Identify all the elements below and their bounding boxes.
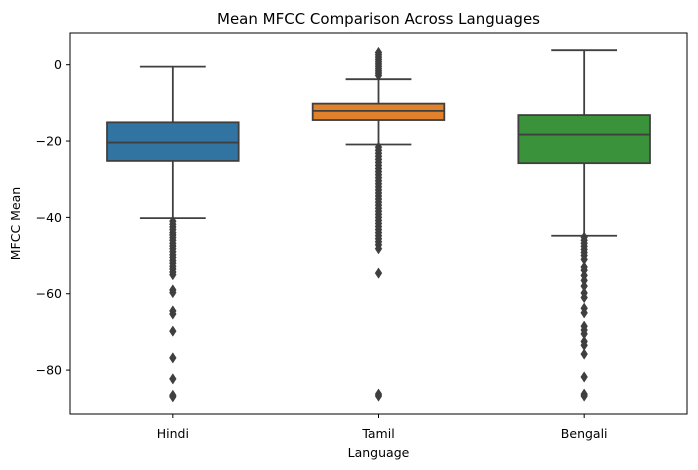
outlier-point: [580, 390, 588, 402]
x-tick-label: Bengali: [561, 426, 608, 441]
outlier-point: [169, 325, 177, 337]
x-tick-label: Tamil: [361, 426, 394, 441]
chart-title: Mean MFCC Comparison Across Languages: [217, 10, 540, 28]
y-tick-label: −80: [36, 363, 62, 378]
box: [311, 102, 446, 121]
y-tick-label: −20: [36, 134, 62, 149]
outlier-point: [374, 267, 383, 279]
outlier-point: [374, 243, 383, 255]
box-group-bengali: [517, 49, 651, 402]
box-group-hindi: [106, 65, 240, 403]
outlier-point: [169, 352, 177, 364]
outlier-point: [374, 69, 383, 82]
box: [517, 114, 651, 165]
outlier-point: [169, 286, 177, 299]
box-group-tamil: [311, 46, 446, 402]
outlier-point: [580, 371, 588, 383]
y-tick-label: −40: [36, 210, 62, 225]
outlier-point: [169, 268, 177, 281]
plot-area: [106, 46, 651, 403]
y-axis-label: MFCC Mean: [8, 187, 23, 260]
x-axis: Hindi Tamil Bengali: [157, 414, 608, 441]
outlier-point: [580, 348, 588, 360]
outlier-point: [169, 308, 177, 320]
outlier-point: [580, 307, 588, 319]
outlier-point: [169, 373, 177, 385]
y-tick-label: 0: [54, 57, 62, 72]
y-tick-label: −60: [36, 286, 62, 301]
x-tick-label: Hindi: [157, 426, 189, 441]
outlier-point: [169, 391, 177, 403]
outlier-point: [374, 390, 383, 402]
y-axis: 0 −20 −40 −60 −80: [36, 57, 70, 378]
box: [106, 121, 240, 162]
x-axis-label: Language: [348, 445, 410, 460]
